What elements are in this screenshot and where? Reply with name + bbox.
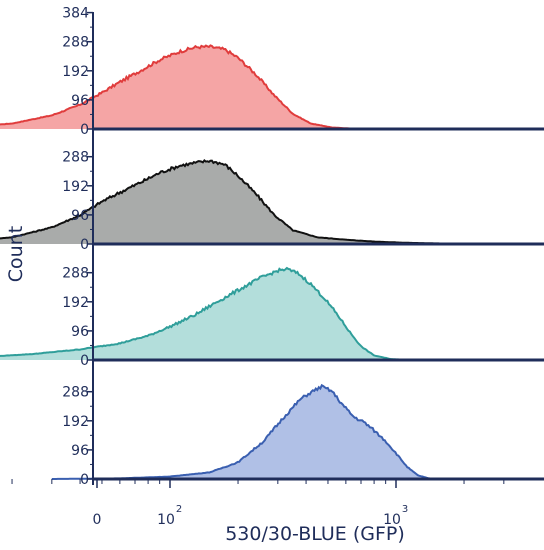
histogram-area-4 [51, 385, 442, 479]
histogram-area-1 [0, 45, 385, 129]
y-tick-label: 192 [62, 179, 89, 195]
y-tick-label: 288 [62, 35, 89, 51]
y-tick-label: 0 [80, 472, 89, 488]
y-tick-label: 0 [80, 122, 89, 138]
y-tick-label: 288 [62, 150, 89, 166]
y-tick-label: 0 [80, 353, 89, 369]
y-tick-label: 288 [62, 266, 89, 282]
x-tick-label: 10 [383, 512, 401, 528]
y-tick-label: 96 [71, 93, 89, 109]
histogram-line-3 [0, 266, 409, 361]
x-tick-exponent: 3 [402, 504, 408, 515]
y-tick-label: 384 [62, 6, 89, 22]
histogram-area-2 [0, 160, 464, 244]
histogram-line-2 [0, 158, 464, 245]
y-tick-label: 192 [62, 64, 89, 80]
y-tick-label: 96 [71, 443, 89, 459]
y-tick-label: 288 [62, 385, 89, 401]
y-tick-label: 192 [62, 414, 89, 430]
x-tick-label: 10 [157, 512, 175, 528]
x-tick-exponent: 2 [176, 504, 182, 515]
x-tick-label: 0 [93, 512, 102, 528]
x-axis-title: 530/30-BLUE (GFP) [225, 523, 405, 545]
y-tick-label: 96 [71, 208, 89, 224]
y-tick-label: 192 [62, 295, 89, 311]
histogram-line-1 [0, 44, 385, 130]
histogram-area-3 [0, 268, 409, 360]
y-tick-label: 0 [80, 237, 89, 253]
y-tick-label: 96 [71, 324, 89, 340]
y-axis-title: Count [5, 226, 27, 282]
